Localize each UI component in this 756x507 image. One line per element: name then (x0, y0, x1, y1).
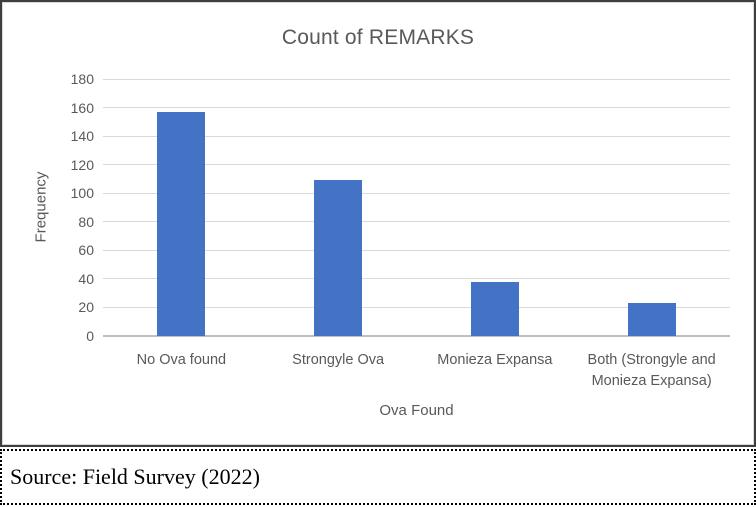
bar-3 (470, 281, 519, 336)
y-tick-label: 0 (86, 328, 94, 344)
y-tick-label: 100 (70, 185, 94, 202)
chart-figure: Count of REMARKS Frequency Ova Found 0 20… (0, 0, 756, 447)
caption-box: Source: Field Survey (2022) (0, 449, 756, 505)
plot-area: Frequency Ova Found 0 20 40 60 80 100 120 140 16… (33, 72, 730, 419)
gridline (103, 135, 730, 137)
gridline (103, 78, 730, 80)
chart-title: Count of REMARKS (281, 26, 475, 49)
y-tick-label: 40 (78, 270, 94, 287)
x-axis-line (103, 335, 730, 337)
y-axis-title: Frequency (32, 171, 50, 243)
x-axis-title: Ova Found (379, 402, 454, 419)
gridline (103, 164, 730, 166)
y-tick-label: 120 (70, 156, 94, 173)
y-tick-label: 160 (70, 99, 94, 116)
y-tick-label: 60 (78, 242, 94, 259)
gridline (103, 192, 730, 194)
x-category-label: Both (Strongyle and Monieza Expansa) (587, 352, 716, 390)
bar-4 (627, 303, 676, 336)
x-category-label: No Ova found (136, 352, 227, 368)
x-category-label: Monieza Expansa (437, 352, 553, 368)
gridline (103, 249, 730, 251)
gridline (103, 306, 730, 308)
y-tick-label: 140 (70, 128, 94, 145)
bar-1 (157, 111, 206, 336)
x-category-label: Strongyle Ova (292, 352, 385, 368)
gridline (103, 221, 730, 223)
gridline (103, 107, 730, 109)
y-tick-label: 80 (78, 213, 94, 230)
y-tick-label: 180 (70, 71, 94, 87)
gridline (103, 278, 730, 280)
source-caption: Source: Field Survey (2022) (10, 464, 260, 489)
bar-2 (314, 180, 363, 336)
y-tick-label: 20 (78, 299, 94, 316)
